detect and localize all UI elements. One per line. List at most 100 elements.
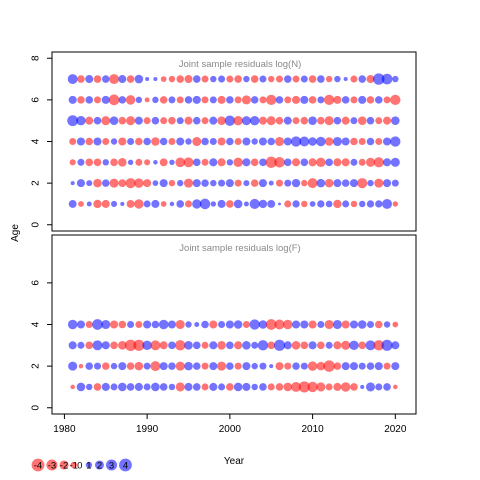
residual-bubble xyxy=(199,198,211,210)
residual-bubble xyxy=(241,95,251,105)
residual-bubble xyxy=(93,116,102,125)
residual-bubble xyxy=(243,201,249,207)
residual-bubble xyxy=(250,96,259,104)
residual-bubble xyxy=(250,75,259,83)
residual-bubble xyxy=(175,382,185,392)
residual-bubble xyxy=(324,116,334,126)
residual-bubble xyxy=(152,180,159,186)
residual-bubble xyxy=(251,383,258,391)
residual-bubble xyxy=(342,200,350,208)
residual-bubble xyxy=(341,340,351,350)
legend-label: -1 xyxy=(70,461,78,472)
residual-bubble xyxy=(210,179,217,187)
residual-bubble xyxy=(251,341,259,349)
residual-bubble xyxy=(101,341,110,350)
residual-bubble xyxy=(316,361,326,371)
residual-bubble xyxy=(333,382,342,391)
residual-bubble xyxy=(110,341,118,350)
residual-bubble xyxy=(76,320,86,329)
residual-bubble xyxy=(358,137,366,146)
panel-logN-bubbles xyxy=(67,73,401,210)
residual-bubble xyxy=(283,158,292,167)
residual-bubble xyxy=(143,320,152,329)
residual-bubble xyxy=(333,341,342,350)
residual-bubble xyxy=(300,320,309,329)
residual-bubble xyxy=(308,341,317,350)
residual-bubble xyxy=(366,200,375,208)
legend-bubble xyxy=(59,460,69,470)
residual-bubble xyxy=(308,116,317,125)
residual-bubble xyxy=(109,116,119,125)
residual-bubble xyxy=(184,96,193,104)
residual-bubble xyxy=(300,95,309,104)
residual-bubble xyxy=(168,75,176,83)
residual-bubble xyxy=(242,158,251,167)
residual-bubble xyxy=(168,116,176,125)
residual-bubble xyxy=(308,96,317,104)
residual-bubble xyxy=(126,383,135,391)
residual-bubble xyxy=(175,319,185,330)
residual-bubble xyxy=(259,362,267,370)
residual-bubble xyxy=(158,319,169,330)
residual-bubble xyxy=(118,341,127,350)
residual-bubble xyxy=(118,75,127,84)
residual-bubble xyxy=(76,382,86,392)
y-tick-label: 2 xyxy=(31,180,42,186)
residual-bubble xyxy=(316,178,326,188)
residual-bubble xyxy=(290,136,302,147)
residual-bubble xyxy=(275,383,284,391)
residual-bubble xyxy=(120,201,125,206)
residual-bubble xyxy=(224,115,236,126)
residual-bubble xyxy=(258,137,268,146)
residual-bubble xyxy=(209,158,218,167)
residual-bubble xyxy=(160,201,167,207)
residual-bubble xyxy=(183,157,194,168)
residual-bubble xyxy=(209,320,218,329)
residual-bubble xyxy=(201,341,209,349)
residual-bubble xyxy=(70,384,75,390)
residual-bubble xyxy=(274,136,285,147)
residual-bubble xyxy=(68,341,77,350)
residual-bubble xyxy=(366,362,375,370)
residual-bubble xyxy=(249,198,260,210)
residual-bubble xyxy=(298,381,310,393)
residual-bubble xyxy=(333,158,342,167)
residual-bubble xyxy=(184,341,193,350)
residual-bubble xyxy=(367,179,374,187)
residual-bubble xyxy=(175,361,185,371)
residual-bubble xyxy=(118,158,127,167)
residual-bubble xyxy=(292,117,300,125)
residual-bubble xyxy=(365,340,376,351)
residual-bubble xyxy=(283,382,293,392)
residual-bubble xyxy=(268,180,274,186)
residual-bubble xyxy=(243,180,250,187)
residual-bubble xyxy=(242,362,251,371)
residual-bubble xyxy=(77,158,85,166)
residual-bubble xyxy=(153,160,158,165)
residual-bubble xyxy=(309,201,316,207)
residual-bubble xyxy=(85,362,94,370)
residual-bubble xyxy=(86,383,93,391)
residual-bubble xyxy=(201,96,209,104)
residual-bubble xyxy=(127,159,134,165)
residual-bubble xyxy=(102,159,109,166)
residual-bubble xyxy=(349,362,359,371)
residual-bubble xyxy=(259,96,267,104)
residual-bubble xyxy=(283,75,292,83)
y-axis-label: Age xyxy=(10,224,21,242)
residual-bubble xyxy=(85,96,94,104)
residual-bubble xyxy=(76,137,86,146)
residual-bubble xyxy=(225,179,234,188)
y-tick-label: 4 xyxy=(31,321,42,327)
residual-bubble xyxy=(69,137,77,146)
residual-bubble xyxy=(168,362,176,370)
residual-bubble xyxy=(391,362,400,371)
residual-bubble xyxy=(143,362,151,370)
residual-bubble xyxy=(266,116,276,126)
residual-bubble xyxy=(382,158,392,167)
residual-bubble xyxy=(86,201,92,207)
residual-bubble xyxy=(382,179,392,188)
residual-bubble xyxy=(192,75,201,83)
residual-bubble xyxy=(234,75,242,83)
